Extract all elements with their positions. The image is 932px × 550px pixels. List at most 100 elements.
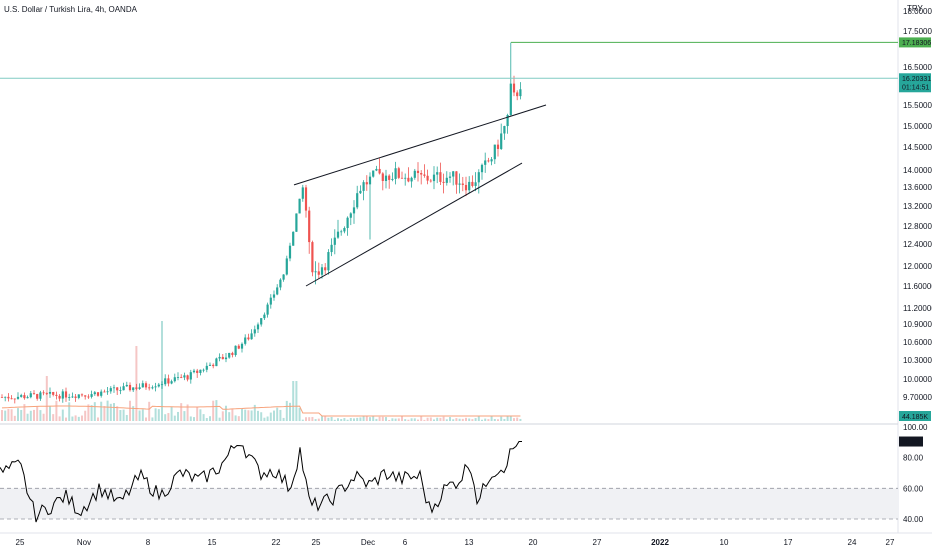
volume-bar [103,406,106,421]
price-tick-label: 13.60000 [903,183,932,192]
volume-bar [234,415,237,421]
volume-bar [397,418,400,421]
price-tick-label: 12.00000 [903,262,932,271]
volume-bar [221,411,224,421]
price-tick-label: 17.50000 [903,27,932,36]
candle-body [135,387,138,389]
volume-bar [436,417,439,421]
volume-bar [356,417,359,421]
lower-trendline [305,162,523,287]
time-tick-label: 20 [529,538,538,547]
candle-body [394,168,397,179]
volume-bar [314,419,317,421]
volume-bar [461,418,464,421]
volume-bar [196,406,199,421]
volume-bar [378,416,381,421]
time-tick-label: 13 [465,538,474,547]
candle-body [32,393,36,395]
volume-bar [157,409,160,421]
candle-body [0,397,4,398]
svg-text:44.185K: 44.185K [902,414,928,421]
candle-body [301,187,304,199]
candle-body [480,164,484,173]
candle-body [183,375,186,378]
volume-bar [410,418,413,421]
volume-bar [343,418,346,421]
candle-body [500,133,503,149]
volume-bar [289,402,291,421]
candle-body [138,387,141,389]
candle-body [250,333,253,340]
candle-body [237,345,240,349]
candle-body [516,92,519,97]
volume-bar [45,376,48,421]
candle-body [234,345,237,356]
volume-bar [263,417,266,421]
svg-text:90.53: 90.53 [902,439,920,446]
rsi-tick-label: 100.00 [903,423,928,432]
candle-body [448,176,452,178]
candle-body [160,384,164,386]
countdown: 01:14:51 [902,84,929,91]
candle-body [487,160,490,162]
candle-body [218,356,221,359]
volume-bar [317,418,320,421]
candle-body [176,377,180,378]
candle-body [506,115,509,127]
candle-body [256,324,260,330]
candle-body [125,384,128,387]
volume-bar [52,414,55,421]
candle-body [189,372,192,380]
volume-bar [81,415,83,421]
volume-bar [333,419,336,421]
volume-bar [285,400,288,421]
candle-body [36,394,39,399]
candle-body [359,190,362,194]
candle-body [404,177,407,179]
volume-bar [484,418,487,421]
volume-bar [490,416,493,421]
volume-bar [471,419,474,421]
volume-bar [493,419,496,421]
volume-bar [426,417,429,421]
volume-bar [420,416,423,421]
volume-bar [474,418,477,421]
candle-body [20,395,23,397]
candle-body [167,378,170,384]
volume-bar [487,419,490,421]
candle-body [314,271,317,273]
candle-body [224,357,228,360]
candle-body [103,391,106,393]
upper-trendline [293,104,547,186]
candle-body [52,391,55,395]
volume-bar [324,416,327,421]
volume-bar [212,400,215,421]
candle-body [228,352,231,358]
volume-bar [279,409,282,421]
volume-bar [269,412,272,421]
currency-label: TRY [907,4,924,13]
volume-bar [58,416,61,421]
volume-bar [282,417,285,421]
candle-body [199,369,202,373]
candle-body [276,287,279,295]
price-tick-label: 16.50000 [903,63,932,72]
volume-bar [77,416,80,421]
candle-body [288,245,292,259]
volume-bar [209,416,211,421]
volume-bar [327,417,330,421]
candle-body [464,184,468,191]
candle-body [266,304,269,315]
candle-body [445,177,448,183]
volume-bar [186,404,189,421]
candle-body [378,168,381,174]
candle-body [164,378,167,385]
candle-body [503,126,506,134]
time-tick-label: 27 [593,538,602,547]
candle-body [173,377,176,382]
candle-body [74,396,77,398]
candle-body [180,377,183,378]
candle-body [308,210,311,243]
candle-body [343,228,346,232]
